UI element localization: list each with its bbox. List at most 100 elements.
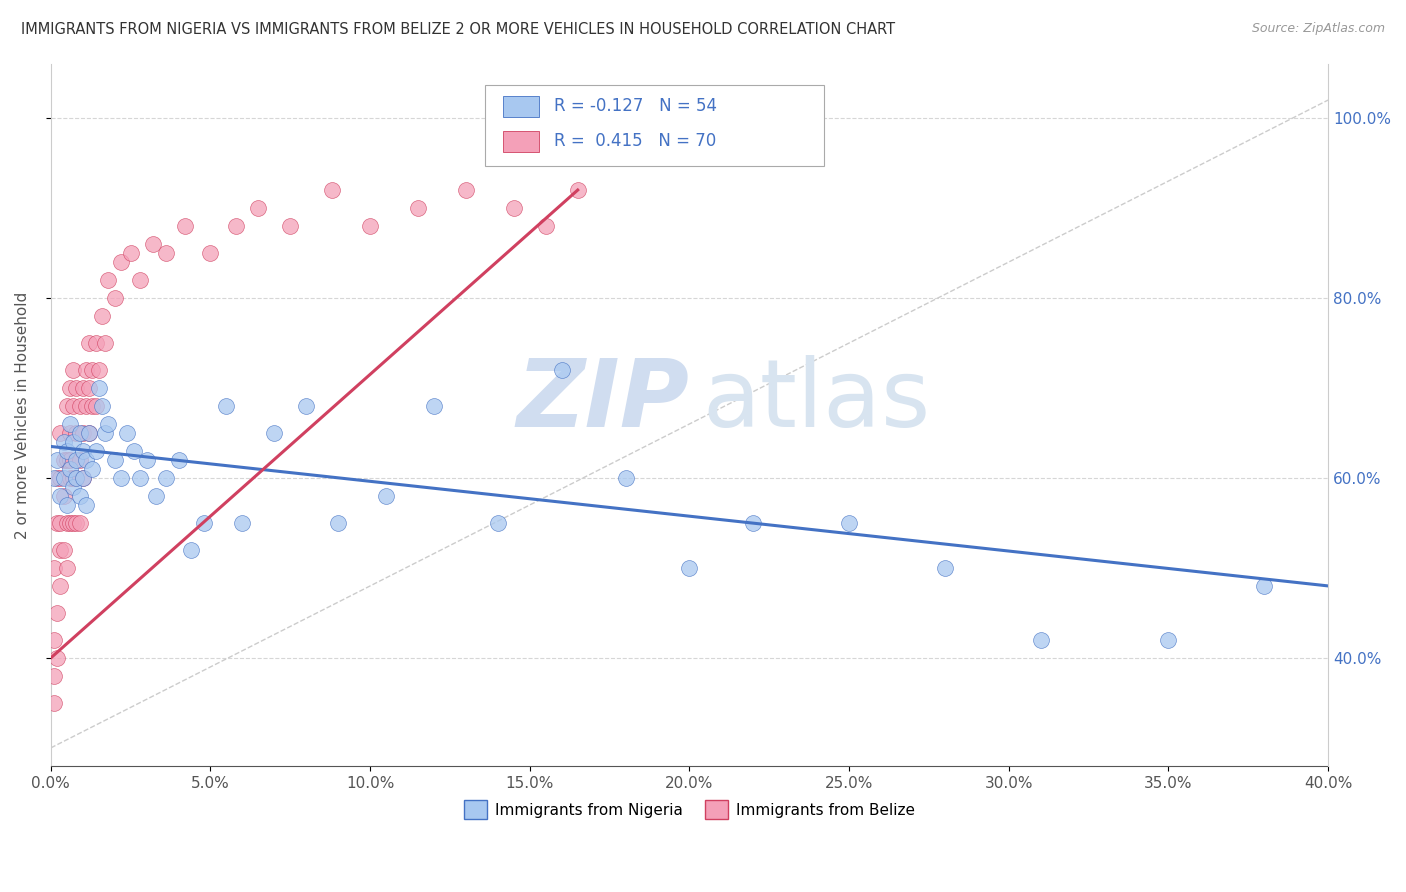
Point [62, 399, 84, 413]
Point [59, 381, 82, 395]
Point [52, 453, 75, 467]
Point [1157, 632, 1180, 647]
Point [534, 219, 557, 233]
Point [56, 453, 79, 467]
Point [104, 291, 127, 305]
Point [321, 183, 343, 197]
Point [56, 498, 79, 512]
Point [52, 471, 75, 485]
Point [62, 516, 84, 530]
Point [94, 425, 117, 440]
Point [406, 201, 429, 215]
Point [502, 201, 524, 215]
Point [90, 309, 112, 323]
Point [46, 516, 69, 530]
Point [1253, 579, 1275, 593]
Point [65, 471, 87, 485]
Point [42, 669, 65, 683]
Point [77, 381, 100, 395]
Point [90, 399, 112, 413]
Point [225, 219, 247, 233]
Point [46, 471, 69, 485]
Text: R =  0.415   N = 70: R = 0.415 N = 70 [554, 132, 716, 150]
Point [56, 516, 79, 530]
Point [75, 363, 97, 377]
Point [52, 543, 75, 558]
Point [678, 561, 700, 575]
Point [62, 480, 84, 494]
Text: atlas: atlas [702, 355, 931, 447]
Point [82, 399, 104, 413]
Point [97, 273, 120, 287]
Point [49, 471, 72, 485]
Point [72, 381, 94, 395]
Point [1029, 632, 1052, 647]
Point [423, 399, 446, 413]
Point [87, 381, 110, 395]
Point [65, 471, 87, 485]
Point [46, 453, 69, 467]
Text: R = -0.127   N = 54: R = -0.127 N = 54 [554, 97, 717, 115]
Point [65, 425, 87, 440]
Point [110, 255, 132, 269]
Point [84, 336, 107, 351]
Point [49, 543, 72, 558]
Point [551, 363, 574, 377]
Point [838, 516, 860, 530]
Point [231, 516, 253, 530]
Point [215, 399, 238, 413]
Point [49, 516, 72, 530]
Point [49, 579, 72, 593]
Point [742, 516, 765, 530]
Point [934, 561, 956, 575]
Point [77, 425, 100, 440]
Point [62, 471, 84, 485]
Text: IMMIGRANTS FROM NIGERIA VS IMMIGRANTS FROM BELIZE 2 OR MORE VEHICLES IN HOUSEHOL: IMMIGRANTS FROM NIGERIA VS IMMIGRANTS FR… [21, 22, 896, 37]
FancyBboxPatch shape [503, 131, 538, 152]
Point [142, 237, 165, 252]
Point [59, 462, 82, 476]
Point [75, 453, 97, 467]
Point [82, 363, 104, 377]
Point [42, 471, 65, 485]
Point [46, 651, 69, 665]
Point [328, 516, 350, 530]
Point [72, 471, 94, 485]
Point [56, 561, 79, 575]
Point [567, 183, 589, 197]
Point [59, 471, 82, 485]
Point [69, 425, 91, 440]
Point [375, 489, 398, 503]
Point [129, 471, 152, 485]
Point [65, 516, 87, 530]
Legend: Immigrants from Nigeria, Immigrants from Belize: Immigrants from Nigeria, Immigrants from… [458, 794, 921, 825]
Point [77, 336, 100, 351]
Point [117, 425, 139, 440]
Point [247, 201, 270, 215]
Point [72, 444, 94, 458]
Point [174, 219, 197, 233]
Point [59, 516, 82, 530]
Text: ZIP: ZIP [516, 355, 689, 447]
Point [122, 444, 145, 458]
Point [84, 444, 107, 458]
FancyBboxPatch shape [485, 85, 824, 166]
Point [42, 632, 65, 647]
Point [82, 462, 104, 476]
Point [454, 183, 477, 197]
Point [129, 273, 152, 287]
Point [167, 453, 190, 467]
Point [49, 489, 72, 503]
Point [84, 399, 107, 413]
Point [295, 399, 318, 413]
Point [135, 453, 157, 467]
Point [97, 417, 120, 431]
Point [278, 219, 301, 233]
Text: Source: ZipAtlas.com: Source: ZipAtlas.com [1251, 22, 1385, 36]
Point [94, 336, 117, 351]
Point [69, 516, 91, 530]
Point [72, 425, 94, 440]
Point [180, 543, 202, 558]
Y-axis label: 2 or more Vehicles in Household: 2 or more Vehicles in Household [15, 292, 30, 539]
Point [65, 453, 87, 467]
